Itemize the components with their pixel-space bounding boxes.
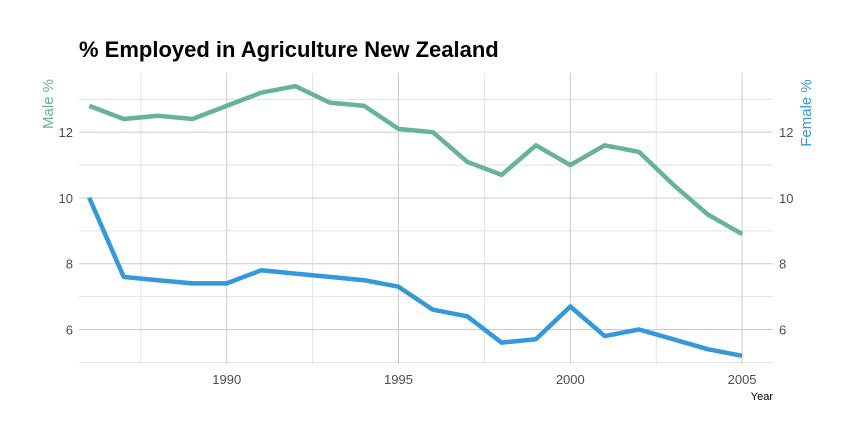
male-series-line xyxy=(88,83,744,237)
y-left-tick-label: 12 xyxy=(59,125,73,140)
female-series-line xyxy=(87,197,743,359)
y-right-tick-label: 12 xyxy=(779,125,793,140)
y-axis-right-title: Female % xyxy=(798,79,815,147)
y-right-tick-label: 8 xyxy=(779,257,786,272)
x-tick-label: 1995 xyxy=(384,372,413,387)
y-left-tick-label: 10 xyxy=(59,191,73,206)
chart-title: % Employed in Agriculture New Zealand xyxy=(79,37,499,62)
series-lines xyxy=(87,83,744,359)
x-tick-label: 1990 xyxy=(212,372,241,387)
x-tick-label: 2005 xyxy=(728,372,757,387)
tick-labels: 1990 1995 2000 2005 6 8 10 12 6 8 10 12 xyxy=(59,125,794,387)
y-left-tick-label: 8 xyxy=(66,257,73,272)
x-tick-label: 2000 xyxy=(556,372,585,387)
y-right-tick-label: 6 xyxy=(779,322,786,337)
y-left-tick-label: 6 xyxy=(66,322,73,337)
x-axis-title: Year xyxy=(751,391,774,403)
y-right-tick-label: 10 xyxy=(779,191,793,206)
y-axis-left-title: Male % xyxy=(40,79,57,129)
